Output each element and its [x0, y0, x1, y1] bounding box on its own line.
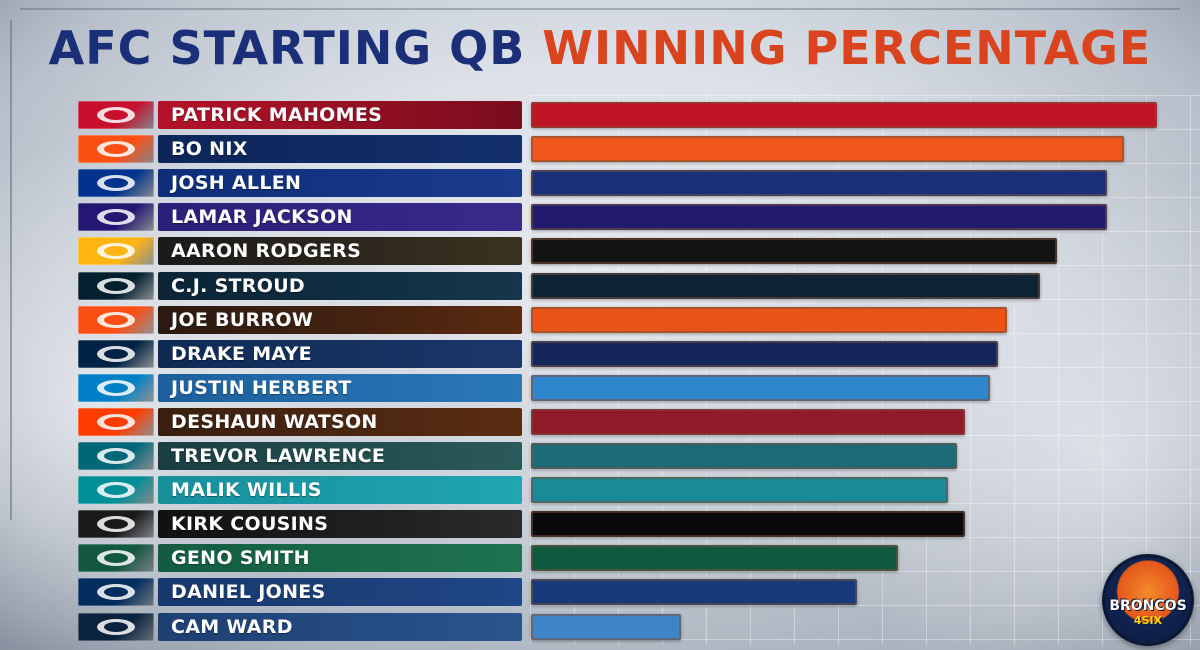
jaguars-logo-icon — [78, 442, 154, 470]
side-decoration-line — [10, 20, 20, 520]
bengals-logo-icon — [78, 305, 154, 334]
bar-row: JOE BURROW57% — [78, 305, 1178, 334]
player-name-bar: JOE BURROW — [158, 305, 522, 334]
player-name-bar: LAMAR JACKSON — [158, 203, 522, 232]
player-name-bar: DANIEL JONES — [158, 578, 522, 607]
win-percentage-bar — [531, 579, 857, 606]
player-name-bar: BO NIX — [158, 135, 522, 164]
player-name-bar: PATRICK MAHOMES — [158, 101, 522, 129]
win-percentage-bar — [531, 477, 948, 504]
win-percentage-bar — [531, 408, 965, 435]
top-decoration-line — [20, 8, 1180, 10]
player-name: KIRK COUSINS — [171, 513, 329, 536]
win-percentage-bar — [531, 136, 1124, 163]
win-percentage-bar — [531, 102, 1157, 128]
bar-row: TREVOR LAWRENCE51% — [78, 442, 1178, 470]
player-name: MALIK WILLIS — [171, 479, 322, 502]
win-percentage-bar — [531, 170, 1107, 197]
player-name-bar: TREVOR LAWRENCE — [158, 442, 522, 470]
bar-row: DESHAUN WATSON52% — [78, 407, 1178, 436]
win-percentage-bar — [531, 545, 898, 572]
player-name: PATRICK MAHOMES — [171, 104, 383, 126]
player-name: AARON RODGERS — [171, 240, 362, 263]
player-name-bar: KIRK COUSINS — [158, 510, 522, 539]
win-percentage-bar — [531, 306, 1007, 333]
bar-row: DANIEL JONES39% — [78, 578, 1178, 607]
win-percentage-bar — [531, 204, 1107, 231]
win-percentage-bar — [531, 238, 1057, 265]
player-name-bar: JUSTIN HERBERT — [158, 373, 522, 402]
raiders-logo-icon — [78, 510, 154, 539]
player-name-bar: AARON RODGERS — [158, 237, 522, 266]
player-name-bar: JOSH ALLEN — [158, 169, 522, 198]
bar-row: MALIK WILLIS50% — [78, 476, 1178, 505]
bar-row: JOSH ALLEN69% — [78, 169, 1178, 198]
bar-row: CAM WARD18% — [78, 612, 1178, 641]
bar-row: BO NIX71% — [78, 135, 1178, 164]
player-name: GENO SMITH — [171, 547, 310, 570]
broncos-logo-icon — [78, 135, 154, 164]
bills-logo-icon — [78, 169, 154, 198]
colts-logo-icon — [78, 578, 154, 607]
patriots-logo-icon — [78, 339, 154, 368]
player-name-bar: DRAKE MAYE — [158, 339, 522, 368]
player-name-bar: GENO SMITH — [158, 544, 522, 573]
player-name-bar: C.J. STROUD — [158, 271, 522, 300]
win-percentage-bar — [531, 340, 998, 367]
player-name: JUSTIN HERBERT — [171, 376, 352, 399]
player-name-bar: DESHAUN WATSON — [158, 407, 522, 436]
bar-row: LAMAR JACKSON69% — [78, 203, 1178, 232]
player-name: DANIEL JONES — [171, 581, 326, 604]
bar-row: KIRK COUSINS52% — [78, 510, 1178, 539]
title-part-2: WINNING PERCENTAGE — [542, 21, 1152, 75]
player-name: DESHAUN WATSON — [171, 410, 378, 433]
player-name: BO NIX — [171, 138, 248, 161]
badge-line-2: 4SIX — [1133, 613, 1163, 627]
player-name-bar: MALIK WILLIS — [158, 476, 522, 505]
bar-row: C.J. STROUD61% — [78, 271, 1178, 300]
bar-row: GENO SMITH44% — [78, 544, 1178, 573]
chiefs-logo-icon — [78, 101, 154, 129]
win-percentage-bar — [531, 443, 957, 469]
steelers-logo-icon — [78, 237, 154, 266]
browns-logo-icon — [78, 407, 154, 436]
player-name: LAMAR JACKSON — [171, 206, 353, 229]
chart-title: AFC STARTING QB WINNING PERCENTAGE — [0, 18, 1200, 78]
bar-row: AARON RODGERS63% — [78, 237, 1178, 266]
win-percentage-bar — [531, 613, 681, 640]
ravens-logo-icon — [78, 203, 154, 232]
jets-logo-icon — [78, 544, 154, 573]
player-name: DRAKE MAYE — [171, 342, 312, 365]
player-name: C.J. STROUD — [171, 274, 305, 297]
bar-row: DRAKE MAYE56% — [78, 339, 1178, 368]
player-name: CAM WARD — [171, 615, 293, 638]
bar-row: JUSTIN HERBERT55% — [78, 373, 1178, 402]
titans-logo-icon — [78, 612, 154, 641]
win-percentage-bar — [531, 272, 1040, 299]
player-name: JOE BURROW — [171, 308, 314, 331]
win-percentage-bar — [531, 511, 965, 538]
bar-row: PATRICK MAHOMES75% — [78, 101, 1178, 129]
texans-logo-icon — [78, 271, 154, 300]
badge-line-1: BRONCOS — [1109, 597, 1187, 614]
player-name-bar: CAM WARD — [158, 612, 522, 641]
chargers-logo-icon — [78, 373, 154, 402]
player-name: JOSH ALLEN — [171, 172, 302, 195]
broncos-4six-badge: BRONCOS 4SIX — [1102, 554, 1194, 646]
player-name: TREVOR LAWRENCE — [171, 445, 386, 467]
title-part-1: AFC STARTING QB — [48, 21, 526, 75]
dolphins-logo-icon — [78, 476, 154, 505]
win-percentage-bar — [531, 374, 990, 401]
